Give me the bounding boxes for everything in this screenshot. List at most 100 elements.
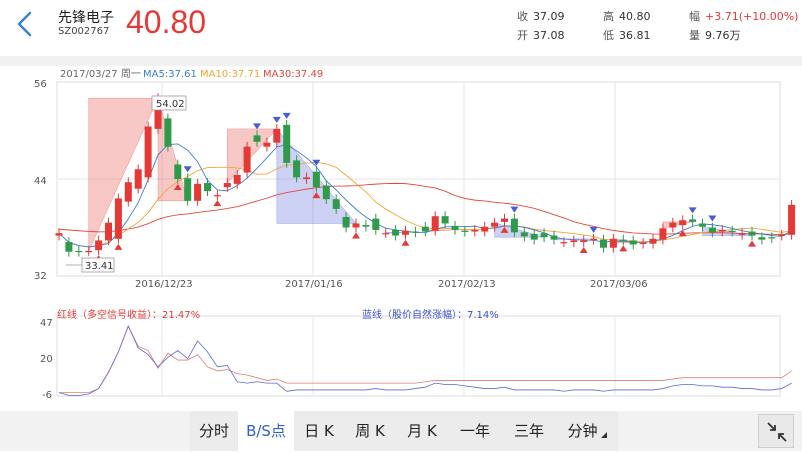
back-icon[interactable]	[14, 10, 38, 38]
min-price-label: 33.41	[85, 261, 114, 272]
sub-red-label: 红线（多空信号收益）：21.47%	[57, 308, 200, 321]
candle-body	[560, 242, 568, 244]
candle-body	[570, 240, 578, 243]
kline-chart-area[interactable]: 2017/03/27 周一 MA5:37.61 MA10:37.71 MA30:…	[0, 66, 802, 410]
candle-body	[708, 227, 716, 233]
candle-body	[609, 238, 617, 248]
candle-body	[372, 218, 380, 230]
quote-range-value: +3.71(+10.00%)	[705, 10, 799, 23]
candle-body	[501, 218, 508, 222]
candle-body	[540, 233, 548, 238]
candle-body	[332, 199, 340, 209]
buy-signal-marker	[352, 232, 360, 239]
chart-date-label: 2017/03/27 周一	[60, 68, 141, 80]
candle-body	[738, 233, 746, 235]
tab-minute[interactable]: 分钟	[556, 411, 618, 451]
shrink-chart-button[interactable]	[758, 414, 794, 448]
candle-body	[223, 183, 231, 188]
candle-body	[55, 233, 63, 236]
candle-body	[639, 242, 647, 245]
candle-body	[669, 222, 677, 228]
candle-body	[629, 240, 637, 245]
candle-body	[530, 233, 538, 240]
candle-body	[411, 231, 419, 233]
tab-fenshi[interactable]: 分时	[190, 411, 238, 451]
sell-signal-marker	[183, 166, 192, 173]
quote-high-value: 40.80	[619, 10, 651, 23]
tab-one-year[interactable]: 一年	[448, 411, 502, 451]
candle-body	[431, 216, 439, 231]
quote-volume-value: 9.76万	[705, 29, 741, 42]
stock-code: SZ002767	[58, 26, 110, 37]
shrink-icon	[767, 422, 787, 442]
x-date-2: 2017/01/16	[285, 279, 343, 290]
sub-tick-bottom: -6	[42, 390, 52, 401]
candle-body	[510, 218, 518, 233]
buy-signal-marker	[579, 247, 588, 254]
quote-range-label: 幅	[689, 10, 700, 23]
buy-signal-marker	[678, 230, 687, 237]
candle-body	[441, 216, 449, 224]
period-tabs: 分时 B/S点 日 K 周 K 月 K 一年 三年 分钟	[0, 411, 802, 451]
sub-tick-mid: 20	[40, 354, 53, 365]
candle-body	[114, 198, 122, 239]
max-price-box	[151, 95, 187, 111]
ma10-label: MA10:37.71	[200, 69, 260, 80]
bs-signal-region	[385, 232, 416, 234]
candle-body	[421, 226, 429, 232]
candle-body	[768, 237, 776, 239]
sell-signal-marker	[253, 123, 261, 130]
sell-signal-marker	[589, 226, 598, 233]
candle-body	[253, 135, 261, 142]
tab-three-year[interactable]: 三年	[502, 411, 556, 451]
sell-signal-marker	[312, 159, 321, 166]
candle-body	[273, 128, 281, 143]
candle-body	[263, 142, 271, 147]
quote-high-label: 高	[603, 10, 614, 23]
candle-body	[451, 225, 459, 230]
quote-low-label: 低	[603, 29, 614, 42]
candle-body	[283, 124, 291, 163]
tab-day-k[interactable]: 日 K	[294, 411, 344, 451]
sell-signal-marker	[510, 206, 519, 213]
sub-chart-frame	[56, 315, 781, 397]
x-date-3: 2017/02/13	[438, 279, 496, 290]
candle-body	[293, 160, 301, 178]
candle-body	[679, 220, 687, 226]
tab-minute-label: 分钟	[567, 422, 598, 440]
candle-body	[154, 98, 162, 129]
candle-body	[718, 229, 726, 232]
candle-body	[659, 228, 667, 240]
candle-body	[491, 222, 499, 227]
candle-body	[243, 146, 251, 173]
candle-body	[402, 230, 409, 235]
sub-blue-label: 蓝线（股价自然涨幅）：7.14%	[362, 308, 499, 321]
candle-body	[184, 178, 192, 201]
sell-signal-marker	[282, 112, 291, 119]
candle-body	[213, 195, 221, 197]
sub-tick-top: 47	[40, 318, 53, 329]
candle-body	[590, 238, 598, 241]
quote-open-label: 开	[517, 29, 528, 42]
kline-chart[interactable]: 2017/03/27 周一 MA5:37.61 MA10:37.71 MA30:…	[0, 66, 802, 410]
candle-body	[689, 219, 697, 222]
candle-body	[194, 183, 202, 201]
candle-body	[204, 183, 211, 192]
candle-body	[520, 232, 528, 237]
x-date-1: 2016/12/23	[135, 279, 193, 290]
candle-body	[174, 164, 182, 179]
candle-body	[95, 240, 103, 251]
quote-low: 低 36.81	[603, 27, 651, 43]
ma30-line	[58, 182, 792, 235]
candle-body	[600, 239, 607, 248]
candle-body	[85, 250, 93, 253]
sell-signal-marker	[688, 207, 697, 214]
candle-body	[471, 229, 479, 232]
tab-week-k[interactable]: 周 K	[344, 411, 396, 451]
tab-month-k[interactable]: 月 K	[396, 411, 448, 451]
candle-body	[728, 230, 736, 232]
candle-body	[352, 223, 360, 228]
sell-signal-marker	[272, 116, 281, 123]
candle-body	[788, 204, 796, 235]
tab-bs-points[interactable]: B/S点	[238, 411, 294, 451]
